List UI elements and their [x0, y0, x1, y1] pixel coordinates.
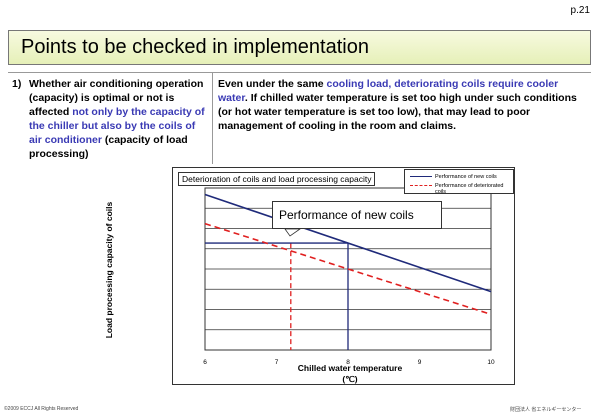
series-line-1: [204, 222, 492, 316]
column-divider: [212, 72, 213, 164]
page-number: p.21: [570, 5, 590, 16]
x-axis-label: Chilled water temperature: [297, 363, 403, 373]
legend-swatch-deteriorated: [410, 185, 432, 186]
left-column-text: 1) Whether air conditioning operation (c…: [12, 77, 210, 161]
x-tick-label: 10: [487, 359, 495, 366]
page-title: Points to be checked in implementation: [21, 36, 369, 58]
x-tick-label: 6: [203, 359, 207, 366]
left-text-highlight: not only by the capacity of the chiller …: [29, 106, 205, 146]
x-tick-label: 8: [346, 359, 350, 366]
x-tick-label: 9: [418, 359, 422, 366]
x-axis-unit: (℃): [342, 374, 358, 384]
legend-label-new: Performance of new coils: [435, 174, 497, 180]
chart-legend: Performance of new coils Performance of …: [404, 169, 514, 195]
footer-copyright: ©2009 ECCJ All Rights Reserved: [4, 406, 79, 412]
title-bar: Points to be checked in implementation: [8, 30, 591, 65]
left-text-part-3: (capacity of load processing): [29, 134, 188, 160]
table-top-divider: [8, 72, 591, 73]
footer-org: 財団法人 省エネルギーセンター: [510, 407, 582, 413]
series-line-0: [204, 193, 492, 293]
legend-label-deteriorated: Performance of deteriorated coils: [435, 183, 504, 195]
right-column-text: Even under the same cooling load, deteri…: [218, 77, 588, 133]
left-text-part-1: Whether air conditioning operation (capa…: [29, 78, 204, 118]
right-text-part-3: . If chilled water temperature is set to…: [218, 92, 577, 132]
legend-swatch-new: [410, 176, 432, 177]
item-number: 1): [12, 78, 22, 90]
chart-callout: Performance of new coils: [272, 201, 442, 229]
callout-text: Performance of new coils: [279, 208, 414, 222]
callout-pointer: [284, 228, 302, 237]
chart-title: Deterioration of coils and load processi…: [178, 172, 376, 186]
x-tick-label: 7: [275, 359, 279, 366]
right-text-part-1: Even under the same: [218, 78, 327, 90]
right-text-highlight: cooling load, deteriorating coils requir…: [218, 78, 559, 104]
y-axis-label: Load processing capacity of coils: [104, 201, 114, 339]
